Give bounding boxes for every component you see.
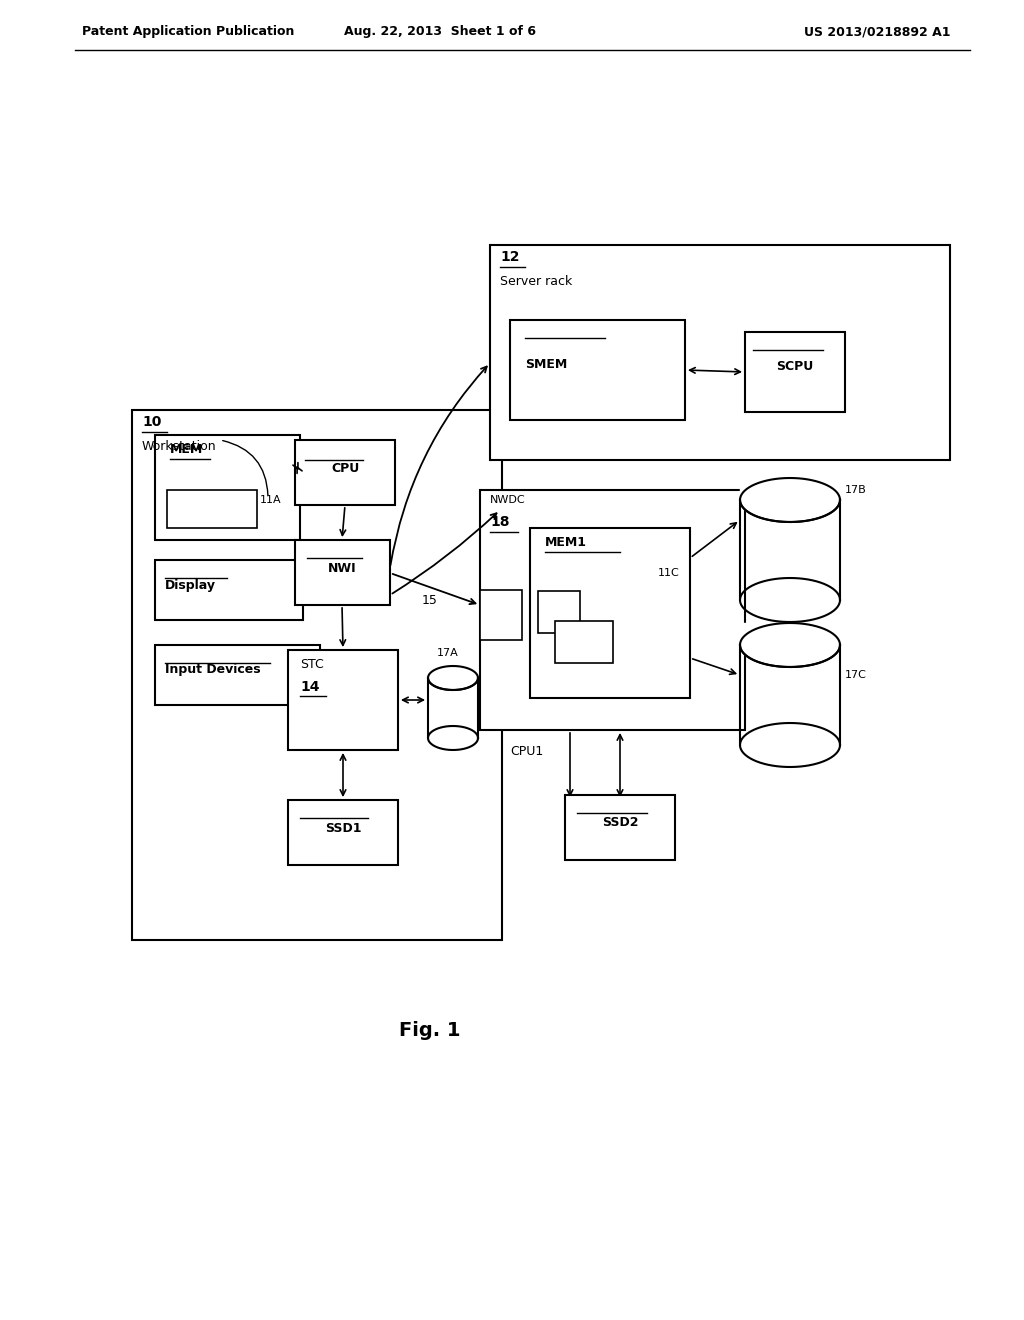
Text: 11C: 11C (658, 568, 680, 578)
Bar (510, 319, 685, 420)
Text: Workstation: Workstation (142, 440, 217, 453)
Text: Aug. 22, 2013  Sheet 1 of 6: Aug. 22, 2013 Sheet 1 of 6 (344, 25, 536, 38)
Bar (155, 560, 303, 620)
Text: Input Devices: Input Devices (165, 664, 261, 676)
Text: Fig. 1: Fig. 1 (399, 1020, 461, 1040)
Text: Patent Application Publication: Patent Application Publication (82, 25, 294, 38)
Text: 12: 12 (500, 249, 519, 264)
Bar (295, 440, 395, 506)
Bar (745, 333, 845, 412)
Bar (288, 800, 398, 865)
Text: SSD1: SSD1 (325, 821, 361, 834)
Bar (480, 490, 745, 730)
Bar (555, 620, 613, 663)
Text: Server rack: Server rack (500, 275, 572, 288)
Text: CPU: CPU (331, 462, 359, 474)
Text: 15: 15 (422, 594, 438, 606)
Text: NWDC: NWDC (490, 495, 525, 506)
Bar (565, 795, 675, 861)
Text: MEM1: MEM1 (545, 536, 587, 549)
Text: CPU1: CPU1 (510, 744, 544, 758)
Bar (295, 540, 390, 605)
Text: SSD2: SSD2 (602, 817, 638, 829)
Text: US 2013/0218892 A1: US 2013/0218892 A1 (804, 25, 950, 38)
Bar (155, 645, 319, 705)
Text: 11A: 11A (260, 495, 282, 506)
Bar (490, 246, 950, 459)
Text: 18: 18 (490, 515, 510, 529)
Text: 17C: 17C (845, 671, 867, 680)
Text: Display: Display (165, 578, 216, 591)
Bar (288, 649, 398, 750)
Text: 17B: 17B (845, 484, 866, 495)
Bar (167, 490, 257, 528)
Text: SCPU: SCPU (776, 360, 814, 374)
Text: MEM: MEM (170, 444, 203, 455)
Bar (155, 436, 300, 540)
Text: SMEM: SMEM (525, 359, 567, 371)
Bar (132, 411, 502, 940)
Bar (480, 590, 522, 640)
Text: STC: STC (300, 657, 324, 671)
Text: 17A: 17A (437, 648, 459, 657)
Bar (538, 591, 580, 634)
Bar (530, 528, 690, 698)
Text: NWI: NWI (328, 561, 356, 574)
Text: 14: 14 (300, 680, 319, 694)
Text: 10: 10 (142, 414, 162, 429)
